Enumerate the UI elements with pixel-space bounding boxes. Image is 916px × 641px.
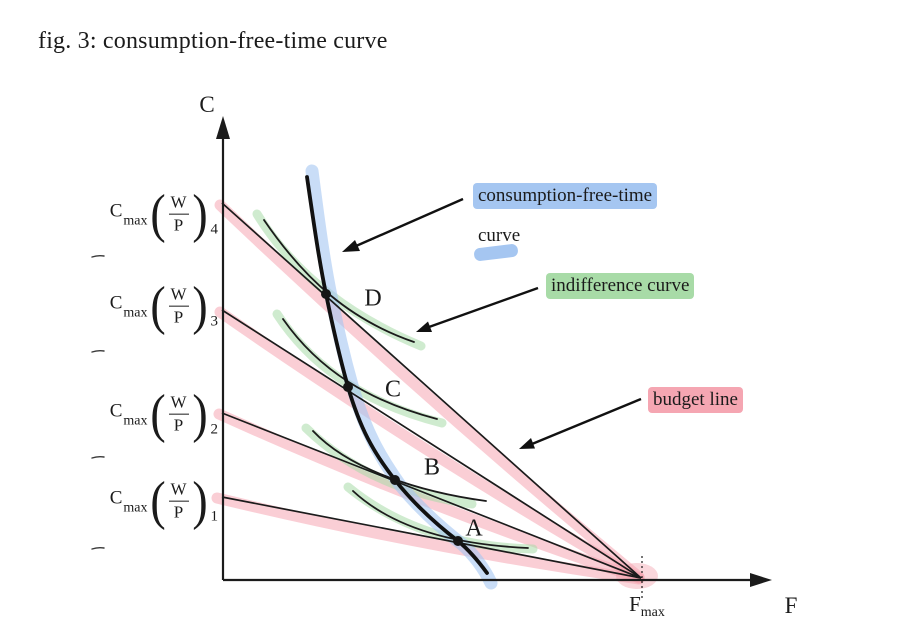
budget-line-3-highlight [214,306,645,584]
figure-title: fig. 3: consumption-free-time curve [38,28,388,54]
cft-annotation-line1: consumption-free-time [473,183,658,209]
y-axis-label: C [199,92,215,117]
point-label-c: C [384,376,402,403]
point-label-a: A [465,515,483,542]
fraction-bar [168,500,189,502]
point-label-d: D [364,285,382,312]
budget-line-3 [221,309,642,579]
point-dot-b [390,475,400,485]
point-dot-d [321,289,331,299]
budget-line-1 [221,496,642,579]
cft-annotation-arrowhead [342,240,360,252]
budget-line-4 [221,202,642,579]
fraction-bar [168,413,189,415]
point-dot-c [343,382,353,392]
stray-mark-1 [91,254,105,258]
indifference-curve-2 [312,430,487,502]
stray-mark-4 [91,546,105,550]
budget-annotation-arrow-line [531,397,642,446]
point-dot-a [453,536,463,546]
point-label-b: B [423,454,441,481]
stray-mark-2 [91,349,105,353]
fraction-bar [168,213,189,215]
budget-line-1-highlight [211,492,645,585]
y-axis-arrowhead [216,116,230,139]
budget-line-2 [221,412,642,579]
indifference-curve-1 [352,490,529,549]
cft-annotation-arrow-line [355,197,464,248]
fmax-label: Fmax [629,592,665,621]
budget-annotation-arrowhead [519,438,535,449]
x-axis-arrowhead [750,573,772,587]
fraction-bar [168,305,189,307]
budget-annotation: budget line [648,387,743,413]
indifference-annotation-arrowhead [416,321,432,332]
stray-mark-3 [91,455,105,459]
indifference-curve-2-highlight [301,423,477,509]
budget-line-4-highlight [214,199,645,583]
cft-annotation-line2: curve [478,225,521,246]
budget-line-2-highlight [213,408,645,584]
x-axis-label: F [784,593,798,618]
indifference-annotation: indifference curve [546,273,695,299]
indifference-annotation-arrow-line [428,286,539,329]
